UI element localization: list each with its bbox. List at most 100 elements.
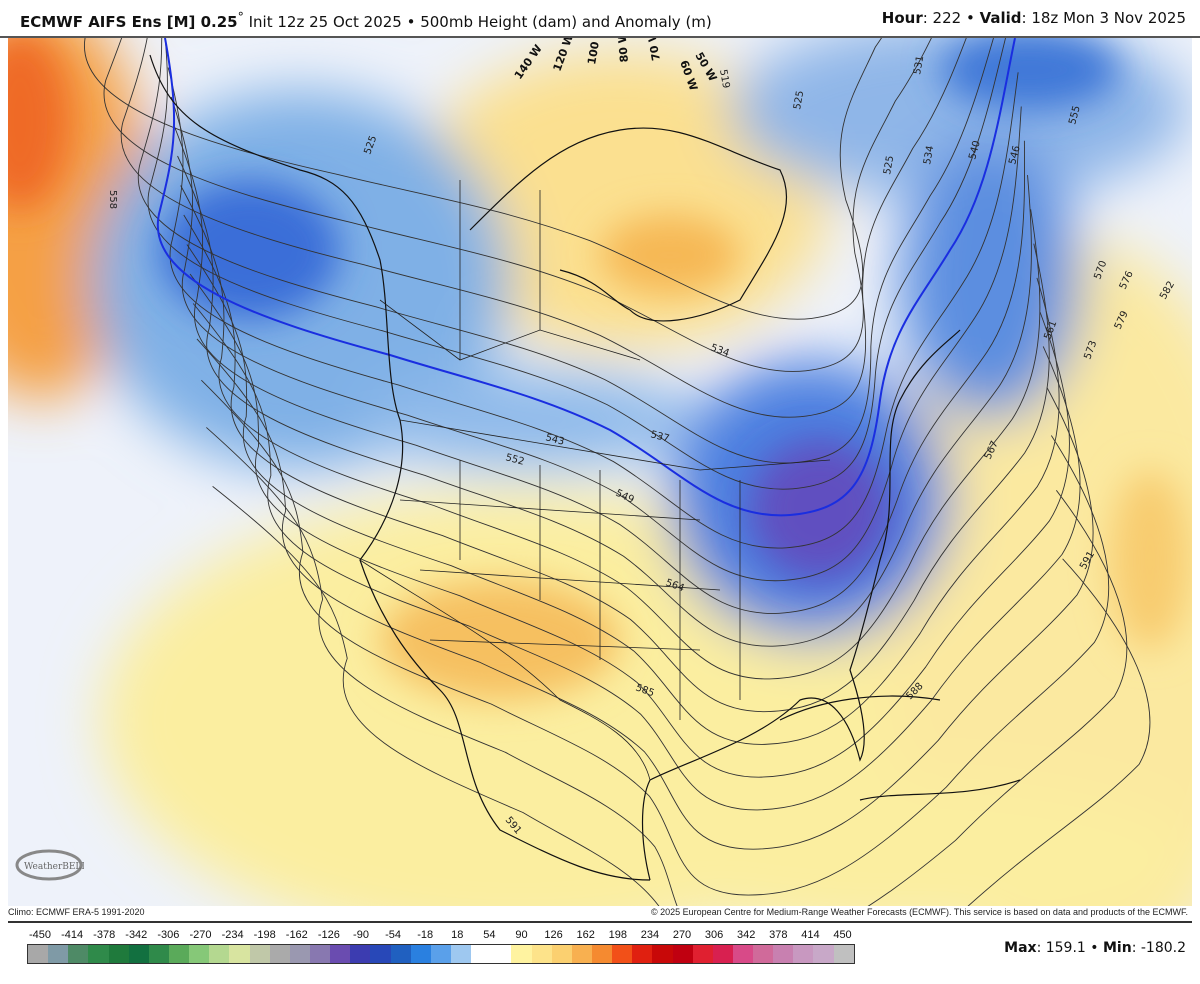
colorbar-swatch: [309, 945, 331, 963]
contour-line: [170, 96, 1022, 582]
anomaly-field: [8, 38, 1192, 906]
contour-label: 558: [107, 190, 118, 209]
colorbar-ticks: -450 -414 -378 -342 -306 -270 -234 -198 -162 -126…: [20, 929, 860, 943]
colorbar-swatch: [632, 945, 653, 963]
colorbar-swatch: [672, 945, 693, 963]
colorbar-swatch: [813, 945, 834, 963]
contour-label: 555: [1067, 104, 1083, 125]
colorbar-swatch: [491, 945, 512, 963]
contour-line: [84, 38, 882, 320]
contour-line: [147, 38, 1006, 490]
contour-line: [183, 214, 1050, 713]
footer-divider: [8, 921, 1192, 923]
colorbar-tick-label: -54: [385, 929, 402, 941]
colorbar-swatch: [773, 945, 794, 963]
colorbar-swatch: [28, 945, 49, 963]
colorbar-swatch: [68, 945, 89, 963]
colorbar-tick-label: -126: [317, 929, 340, 941]
colorbar-swatch: [168, 945, 190, 963]
max-min-readout: Max: 159.1 • Min: -180.2: [1004, 940, 1186, 956]
colorbar-tick-label: 270: [672, 929, 692, 941]
colorbar-swatch: [712, 945, 733, 963]
colorbar-tick-label: 342: [737, 929, 756, 941]
colorbar-swatch: [410, 945, 431, 963]
colorbar-tick-label: -306: [157, 929, 180, 941]
contour-line: [201, 379, 1110, 896]
colorbar-swatch: [48, 945, 69, 963]
header-bar: ECMWF AIFS Ens [M] 0.25° Init 12z 25 Oct…: [0, 0, 1200, 38]
climo-note: Climo: ECMWF ERA-5 1991-2020: [8, 907, 145, 917]
colorbar-tick-label: 126: [544, 929, 563, 941]
coastlines: [149, 54, 1021, 881]
colorbar-swatch: [128, 945, 149, 963]
colorbar-swatch: [692, 945, 713, 963]
political-borders: [359, 180, 831, 781]
contour-540-highlight: [156, 38, 1016, 517]
anomaly-map: 140 W 120 W 100 W 80 W 70 W60 W50 W 55852552…: [8, 38, 1192, 906]
colorbar-tick-label: 198: [608, 929, 627, 941]
contour-label: 540: [967, 139, 983, 160]
colorbar-swatch: [209, 945, 230, 963]
colorbar-swatch: [108, 945, 129, 963]
contour-line: [173, 126, 1026, 614]
colorbar-swatch: [289, 945, 310, 963]
colorbar-swatch: [612, 945, 633, 963]
weatherbell-logo: WeatherBELL: [14, 845, 87, 885]
colorbar-tick-label: -342: [125, 929, 148, 941]
colorbar-tick-label: 306: [704, 929, 724, 941]
colorbar-swatch: [189, 945, 210, 963]
colorbar-tick-label: -414: [61, 929, 84, 941]
colorbar-tick-label: 450: [833, 929, 852, 941]
colorbar-swatch: [390, 945, 411, 963]
contour-line: [189, 273, 1070, 778]
colorbar-swatch: [450, 945, 472, 963]
contour-label: 546: [1007, 144, 1023, 165]
contour-line: [206, 427, 1128, 906]
colorbar-swatch: [551, 945, 572, 963]
contour-line: [212, 486, 1151, 906]
colorbar-swatch: [370, 945, 391, 963]
colorbar-tick-label: -450: [28, 929, 52, 941]
colorbar-swatch: [471, 945, 492, 963]
contour-label: 519: [717, 69, 731, 90]
colorbar-swatch: [571, 945, 592, 963]
contour-line: [177, 155, 1032, 647]
copyright-note: © 2025 European Centre for Medium-Range …: [650, 907, 1188, 917]
valid-time: Hour: 222 • Valid: 18z Mon 3 Nov 2025: [881, 9, 1186, 27]
colorbar-tick-label: 18: [451, 929, 464, 941]
longitude-label: 80 W: [615, 38, 631, 63]
contour-line: [186, 244, 1060, 745]
colorbar-swatch: [531, 945, 552, 963]
colorbar-tick-label: -198: [253, 929, 276, 941]
colorbar-swatch: [732, 945, 754, 963]
colorbar-tick-label: -270: [189, 929, 212, 941]
contour-label: 525: [882, 155, 896, 176]
colorbar: [27, 944, 855, 964]
colorbar-swatch: [833, 945, 854, 963]
colorbar-swatch: [430, 945, 451, 963]
colorbar-tick-label: -234: [221, 929, 244, 941]
contour-line: [137, 38, 994, 464]
colorbar-swatch: [511, 945, 532, 963]
contour-label: 525: [792, 90, 806, 111]
colorbar-tick-label: 378: [769, 929, 788, 941]
svg-text:WeatherBELL: WeatherBELL: [24, 862, 84, 872]
colorbar-tick-label: 162: [576, 929, 595, 941]
colorbar-tick-label: 54: [483, 929, 496, 941]
longitude-label: 70 W: [645, 38, 663, 62]
contour-line: [192, 303, 1081, 811]
height-contours: [84, 38, 1151, 906]
colorbar-swatch: [591, 945, 613, 963]
colorbar-swatch: [330, 945, 351, 963]
colorbar-tick-label: -378: [93, 929, 116, 941]
colorbar-swatch: [753, 945, 774, 963]
contour-line: [120, 38, 967, 418]
colorbar-swatch: [793, 945, 814, 963]
colorbar-tick-label: 90: [515, 929, 528, 941]
map-title: ECMWF AIFS Ens [M] 0.25° Init 12z 25 Oct…: [20, 9, 712, 31]
contour-label: 552: [504, 452, 525, 468]
colorbar-tick-label: -162: [285, 929, 308, 941]
colorbar-swatch: [88, 945, 109, 963]
colorbar-swatch: [148, 945, 169, 963]
colorbar-swatch: [652, 945, 673, 963]
